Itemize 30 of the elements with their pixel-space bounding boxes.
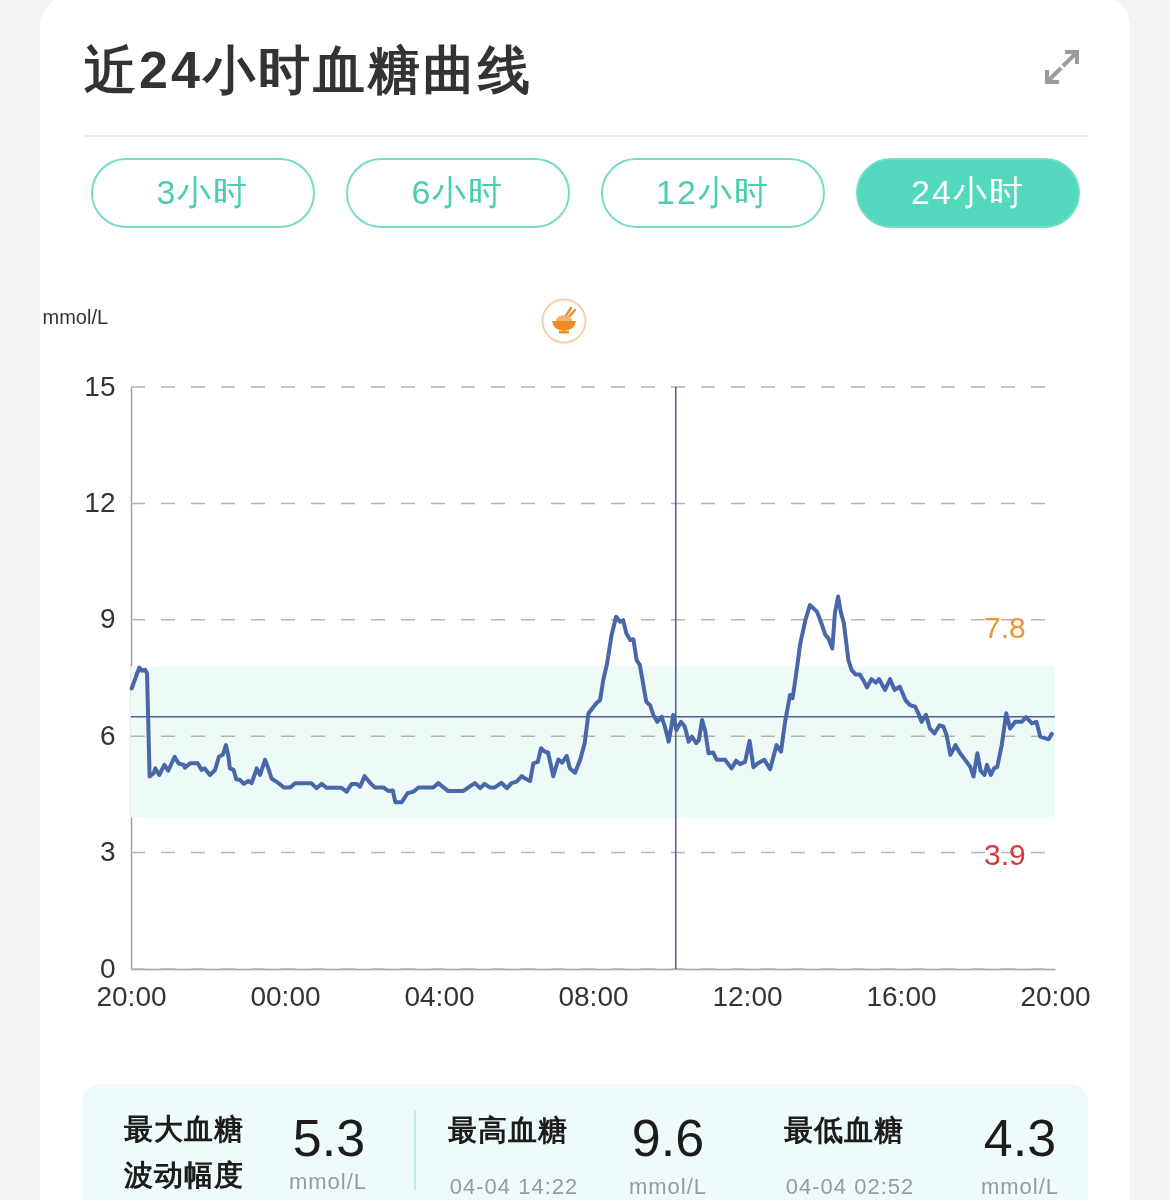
text: 最低血糖 (784, 1113, 904, 1147)
y-tick-label: 15 (84, 370, 116, 402)
text: 最大血糖波动幅度 (124, 1112, 245, 1193)
x-tick-label: 00:00 (250, 980, 321, 1012)
y-tick-label: 3 (99, 836, 116, 868)
text: 6小时 (346, 158, 570, 228)
text: mmol/L (628, 1173, 708, 1199)
text: 12小时 (601, 158, 825, 228)
x-tick-label: 16:00 (866, 980, 937, 1012)
y-axis-title: mmol/L (42, 305, 109, 328)
x-tick-label: 08:00 (558, 980, 629, 1012)
text: 5.3 (292, 1108, 366, 1168)
annotation: 3.9 (984, 837, 1026, 871)
text: 04-04 14:22 (449, 1173, 579, 1199)
text: 最高血糖 (448, 1113, 568, 1147)
text: 3小时 (91, 158, 315, 228)
y-tick-label: 12 (84, 486, 116, 518)
annotation: 7.8 (984, 611, 1026, 645)
text: 24小时 (856, 158, 1080, 228)
y-tick-label: 9 (99, 603, 116, 635)
text: 9.6 (631, 1108, 705, 1168)
text: 04-04 02:52 (785, 1173, 915, 1199)
text: 4.3 (983, 1108, 1057, 1168)
y-tick-label: 6 (99, 719, 116, 751)
text: mmol/L (980, 1173, 1060, 1199)
text: mmol/L (288, 1168, 368, 1194)
x-tick-label: 12:00 (712, 980, 783, 1012)
x-tick-label: 04:00 (404, 980, 475, 1012)
chart-title: 近24小时血糖曲线 (84, 40, 533, 101)
x-tick-label: 20:00 (1020, 980, 1091, 1012)
